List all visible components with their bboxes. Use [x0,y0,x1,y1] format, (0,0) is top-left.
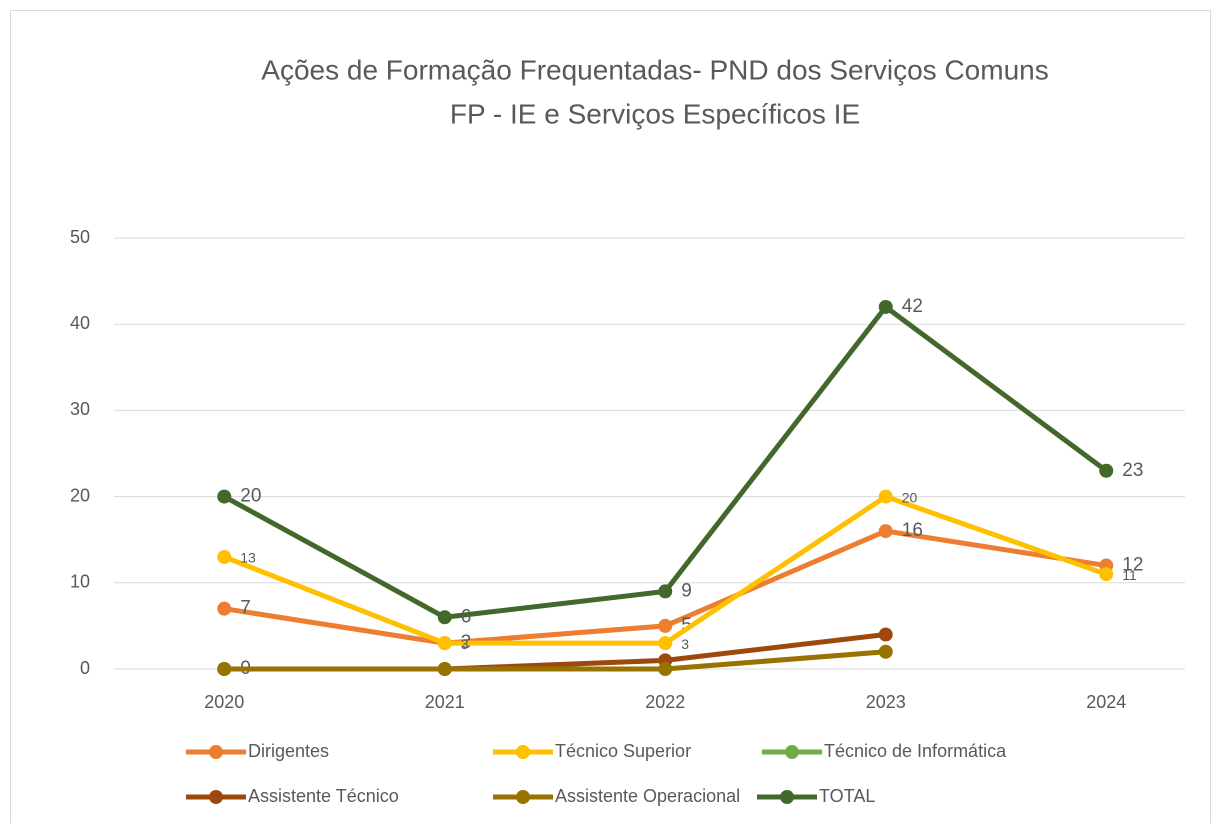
y-tick-label: 30 [70,399,90,419]
data-label: 7 [240,598,251,619]
y-tick-label: 20 [70,485,90,505]
data-label: 6 [461,606,472,627]
point-marker [878,627,893,642]
legend-marker [209,745,223,759]
legend-marker [785,745,799,759]
data-label: 3 [461,636,469,652]
data-label: 16 [902,520,923,541]
point-marker [658,584,673,599]
y-tick-label: 0 [80,658,90,678]
data-label: 42 [902,296,923,317]
chart-title: FP - IE e Serviços Específicos IE [450,98,860,129]
x-tick-label: 2021 [425,692,465,712]
point-marker [878,644,893,659]
legend-marker [516,790,530,804]
point-marker [658,618,673,633]
legend-label: Técnico de Informática [824,741,1007,761]
data-label: 9 [681,580,692,601]
point-marker [437,636,452,651]
x-tick-label: 2023 [866,692,906,712]
point-marker [217,489,232,504]
point-marker [658,636,673,651]
data-label: 12 [1122,555,1143,576]
legend-label: TOTAL [819,786,875,806]
legend-marker [516,745,530,759]
legend-label: Assistente Técnico [248,786,399,806]
point-marker [217,601,232,616]
series-line [221,649,889,672]
data-label: 23 [1122,460,1143,481]
data-label: 20 [240,486,261,507]
y-tick-label: 40 [70,313,90,333]
point-marker [437,610,452,625]
chart-title: Ações de Formação Frequentadas- PND dos … [261,54,1048,85]
data-label: 11 [1122,567,1137,583]
point-marker [878,299,893,314]
data-label: 5 [681,615,692,636]
legend-marker [780,790,794,804]
x-tick-label: 2024 [1086,692,1126,712]
point-marker [217,549,232,564]
data-label: 20 [902,489,918,505]
data-label: 13 [240,550,256,566]
point-marker [658,662,673,676]
legend-label: Técnico Superior [555,741,691,761]
legend-label: Dirigentes [248,741,329,761]
legend-label: Assistente Operacional [555,786,740,806]
point-marker [1099,463,1114,478]
y-tick-label: 50 [70,227,90,247]
y-tick-label: 10 [70,572,90,592]
point-marker [1099,567,1114,582]
x-tick-label: 2020 [204,692,244,712]
data-label: 3 [681,636,689,652]
point-marker [878,524,893,539]
point-marker [217,662,232,676]
legend-marker [209,790,223,804]
point-marker [878,489,893,504]
point-marker [437,662,452,676]
chart-border [10,10,1211,823]
x-tick-label: 2022 [645,692,685,712]
